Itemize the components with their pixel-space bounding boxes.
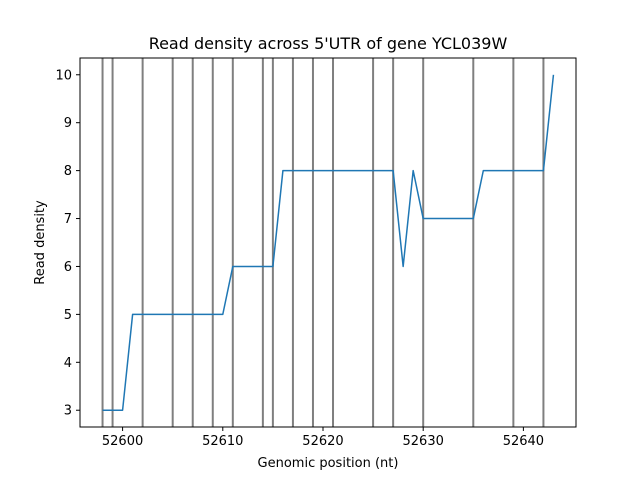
y-tick-label: 9 — [64, 116, 72, 131]
x-tick-label: 52600 — [102, 434, 143, 449]
x-tick-label: 52620 — [302, 434, 343, 449]
y-tick-label: 7 — [64, 212, 72, 227]
y-axis-label: Read density — [33, 200, 48, 285]
x-axis-ticks: 52600 52610 52620 52630 52640 — [102, 427, 544, 449]
y-tick-label: 5 — [64, 308, 72, 323]
x-tick-label: 52630 — [403, 434, 444, 449]
x-tick-label: 52610 — [202, 434, 243, 449]
x-tick-label: 52640 — [503, 434, 544, 449]
series-line-layer — [102, 74, 555, 411]
series-line — [102, 74, 555, 411]
x-axis-label: Genomic position (nt) — [258, 456, 399, 471]
plot-frame — [79, 57, 577, 428]
chart-title: Read density across 5'UTR of gene YCL039… — [149, 34, 508, 53]
y-tick-label: 6 — [64, 260, 72, 275]
y-tick-label: 3 — [64, 404, 72, 419]
y-axis-ticks: 3 4 5 6 7 8 9 10 — [55, 68, 80, 419]
vertical-markers — [101, 58, 545, 427]
y-tick-label: 10 — [55, 68, 72, 83]
y-tick-label: 8 — [64, 164, 72, 179]
y-tick-label: 4 — [64, 356, 72, 371]
